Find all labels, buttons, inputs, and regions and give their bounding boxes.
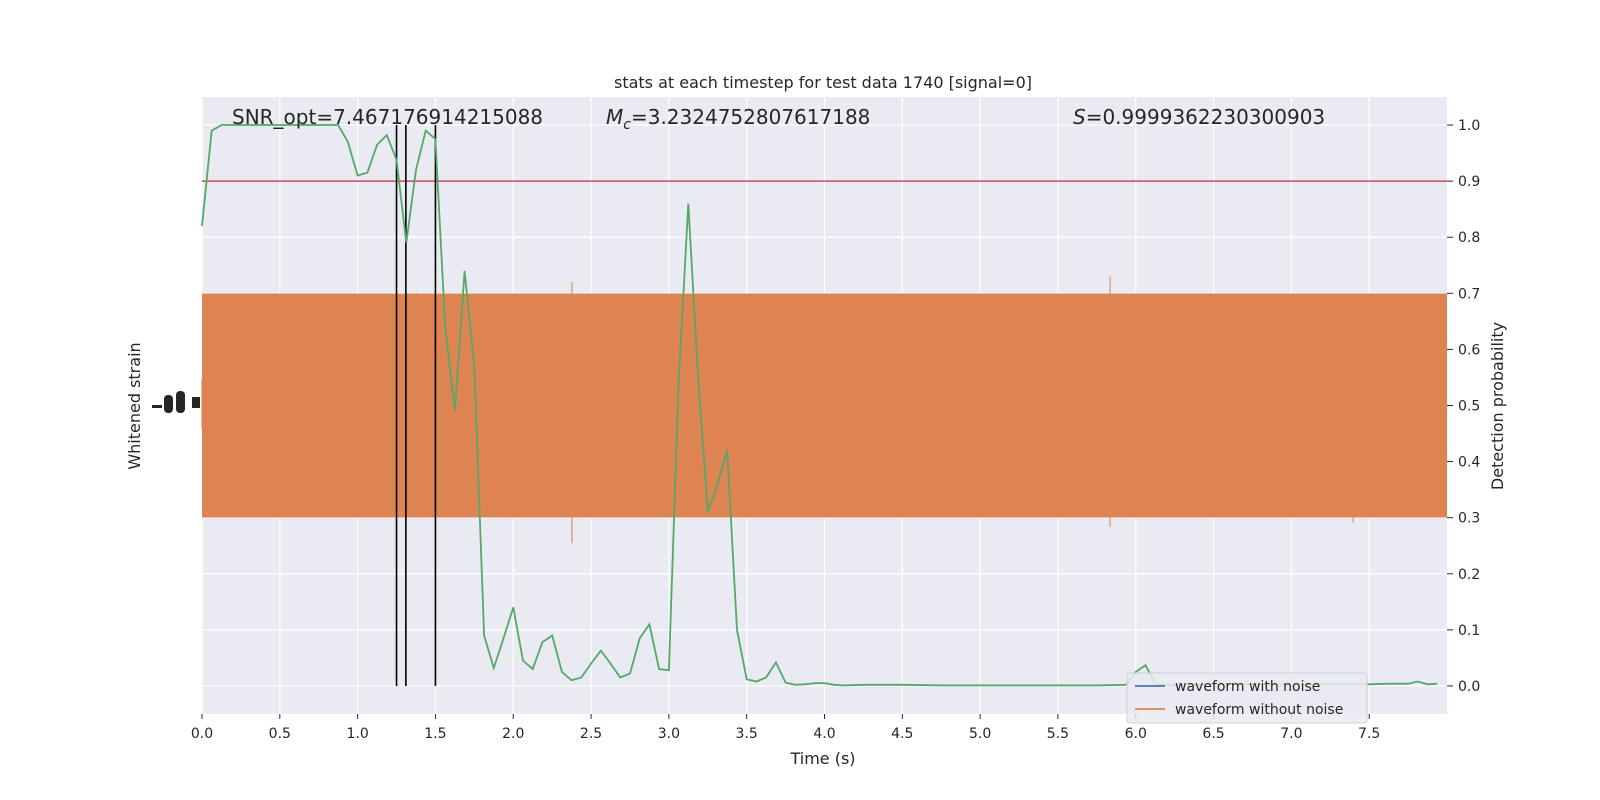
y-tick-label: 0.7 (1458, 286, 1480, 302)
legend-label-without-noise: waveform without noise (1175, 702, 1343, 718)
x-tick-label: 2.0 (502, 726, 524, 742)
x-tick-label: 2.5 (580, 726, 602, 742)
y-tick-label: 0.4 (1458, 455, 1480, 471)
x-tick-label: 4.5 (891, 726, 913, 742)
score-annotation: S=0.9999362230300903 (1073, 105, 1325, 129)
x-tick-label: 5.0 (969, 726, 991, 742)
x-tick-label: 3.0 (658, 726, 680, 742)
x-tick-label: 7.0 (1280, 726, 1302, 742)
x-tick-label: 7.5 (1358, 726, 1380, 742)
x-tick-label: 1.0 (346, 726, 368, 742)
x-tick-label: 0.5 (269, 726, 291, 742)
score-value: =0.9999362230300903 (1086, 105, 1325, 129)
x-axis-label: Time (s) (789, 749, 855, 768)
y-tick-label: 0.5 (1458, 399, 1480, 415)
left-axis-label: Whitened strain (125, 342, 144, 469)
y-tick-label: 0.3 (1458, 511, 1480, 527)
x-tick-label: 0.0 (191, 726, 213, 742)
chirp-mass-subscript: c (623, 117, 631, 133)
y-tick-label: 0.6 (1458, 342, 1480, 358)
x-tick-label: 1.5 (424, 726, 446, 742)
score-symbol: S (1073, 105, 1086, 129)
snr-annotation: SNR_opt=7.467176914215088 (232, 105, 543, 129)
x-axis-ticks: 0.0 0.5 1.0 1.5 2.0 2.5 3.0 3.5 4.0 4.5 5.0 5.5 6.0 6… (191, 714, 1380, 742)
y-tick-label: 0.8 (1458, 230, 1480, 246)
x-tick-label: 5.5 (1047, 726, 1069, 742)
y-tick-label: 0.0 (1458, 679, 1480, 695)
y-tick-label: 0.9 (1458, 174, 1480, 190)
y-tick-label: 0.2 (1458, 567, 1480, 583)
x-tick-label: 6.5 (1202, 726, 1224, 742)
legend-label-with-noise: waveform with noise (1175, 679, 1320, 695)
y-tick-label: 0.1 (1458, 623, 1480, 639)
waveform-without-noise-trace (201, 276, 1448, 544)
legend-box (1126, 672, 1368, 724)
left-axis-ticks-cluster (152, 391, 200, 413)
x-tick-label: 3.5 (736, 726, 758, 742)
chart-title: stats at each timestep for test data 174… (614, 73, 1032, 92)
vertical-markers (395, 125, 437, 686)
chirp-mass-symbol: M (606, 105, 623, 129)
noise-trace-core (202, 293, 1447, 518)
chirp-mass-value: =3.2324752807617188 (631, 105, 870, 129)
y-tick-label: 1.0 (1458, 118, 1480, 134)
x-tick-label: 4.0 (813, 726, 835, 742)
right-axis-ticks: 0.0 0.1 0.2 0.3 0.4 0.5 0.6 0.7 0.8 0.9 1.0 (1447, 118, 1480, 695)
chirp-mass-annotation: Mc=3.2324752807617188 (606, 105, 870, 133)
legend: waveform with noise waveform without noi… (1126, 672, 1368, 724)
right-axis-label: Detection probability (1488, 322, 1507, 490)
x-tick-label: 6.0 (1125, 726, 1147, 742)
